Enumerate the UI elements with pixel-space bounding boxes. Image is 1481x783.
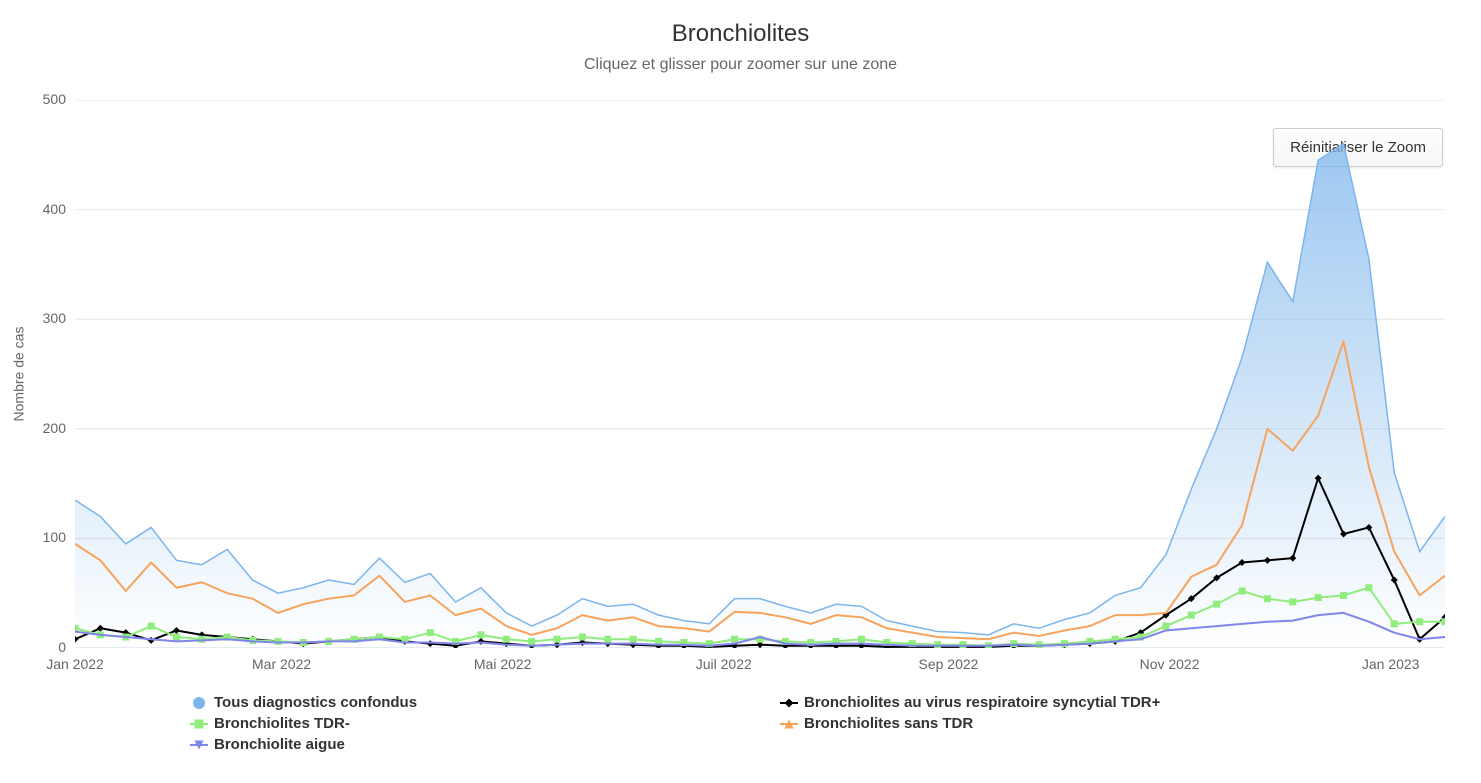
legend: Tous diagnostics confondus Bronchiolites … <box>190 694 1350 753</box>
y-tick-label: 400 <box>16 201 66 217</box>
y-axis-label: Nombre de cas <box>10 327 26 422</box>
x-tick-label: Mar 2022 <box>252 656 311 672</box>
x-tick-label: Jan 2022 <box>46 656 104 672</box>
x-tick-label: Nov 2022 <box>1140 656 1200 672</box>
legend-item[interactable]: Bronchiolites au virus respiratoire sync… <box>780 694 1350 711</box>
legend-item[interactable]: Bronchiolite aigue <box>190 736 760 753</box>
legend-marker-icon <box>780 696 798 710</box>
chart-subtitle: Cliquez et glisser pour zoomer sur une z… <box>0 56 1481 74</box>
plot-area[interactable] <box>75 100 1445 648</box>
legend-marker-icon <box>190 738 208 752</box>
legend-label: Bronchiolite aigue <box>214 736 345 753</box>
x-tick-label: Sep 2022 <box>918 656 978 672</box>
legend-label: Bronchiolites TDR- <box>214 715 350 732</box>
y-tick-label: 300 <box>16 310 66 326</box>
x-tick-label: Mai 2022 <box>474 656 532 672</box>
x-tick-label: Juil 2022 <box>696 656 752 672</box>
legend-item[interactable]: Bronchiolites TDR- <box>190 715 760 732</box>
y-tick-label: 0 <box>16 639 66 655</box>
chart-container: Bronchiolites Cliquez et glisser pour zo… <box>0 0 1481 783</box>
legend-label: Bronchiolites au virus respiratoire sync… <box>804 694 1160 711</box>
x-tick-label: Jan 2023 <box>1362 656 1420 672</box>
chart-title: Bronchiolites <box>0 0 1481 48</box>
legend-item[interactable]: Tous diagnostics confondus <box>190 694 760 711</box>
y-tick-label: 200 <box>16 420 66 436</box>
y-tick-label: 100 <box>16 529 66 545</box>
legend-label: Tous diagnostics confondus <box>214 694 417 711</box>
y-axis-label-container: Nombre de cas <box>8 100 28 648</box>
y-tick-label: 500 <box>16 91 66 107</box>
legend-item[interactable]: Bronchiolites sans TDR <box>780 715 1350 732</box>
legend-marker-icon <box>780 717 798 731</box>
legend-marker-icon <box>190 717 208 731</box>
legend-label: Bronchiolites sans TDR <box>804 715 973 732</box>
legend-marker-icon <box>190 696 208 710</box>
